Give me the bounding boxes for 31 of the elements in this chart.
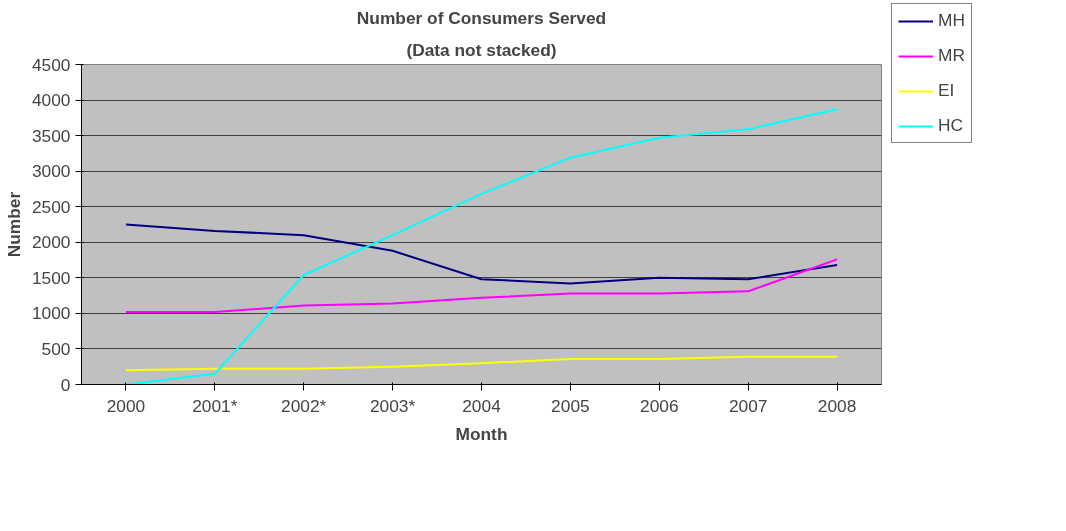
legend-label: MR [938, 45, 965, 67]
x-tick-label: 2002* [281, 395, 327, 416]
x-tick-label: 2000 [106, 395, 146, 416]
x-tick-label: 2001* [192, 395, 238, 416]
y-tick-label: 500 [41, 338, 71, 359]
x-tick-label: 2008 [817, 395, 857, 416]
y-tick-label: 1000 [31, 303, 71, 324]
x-axis-title: Month [455, 423, 508, 444]
x-tick-label: 2007 [728, 395, 768, 416]
line-series [124, 258, 839, 313]
y-tick-label: 0 [60, 374, 71, 395]
y-tick-label: 2500 [31, 196, 71, 217]
y-tick-label: 3000 [31, 161, 71, 182]
y-axis-title: Number [3, 191, 24, 258]
legend-label: HC [938, 115, 964, 137]
x-tick-label: 2003* [369, 395, 416, 416]
line-series [124, 355, 839, 372]
x-tick-label: 2005 [551, 395, 590, 416]
chart-title: Number of Consumers Served [356, 7, 607, 28]
y-tick-label: 3500 [31, 125, 71, 146]
legend-label: MH [938, 10, 965, 32]
y-tick-label: 4000 [31, 90, 71, 111]
chart-subtitle: (Data not stacked) [406, 39, 557, 60]
legend-label: EI [938, 80, 956, 102]
y-tick-label: 2000 [31, 232, 71, 253]
y-tick-label: 1500 [31, 267, 71, 288]
line-series [124, 108, 839, 385]
x-tick-label: 2004 [462, 395, 502, 416]
x-tick-label: 2006 [640, 395, 679, 416]
line-series [124, 223, 839, 285]
y-tick-label: 4500 [31, 54, 71, 75]
